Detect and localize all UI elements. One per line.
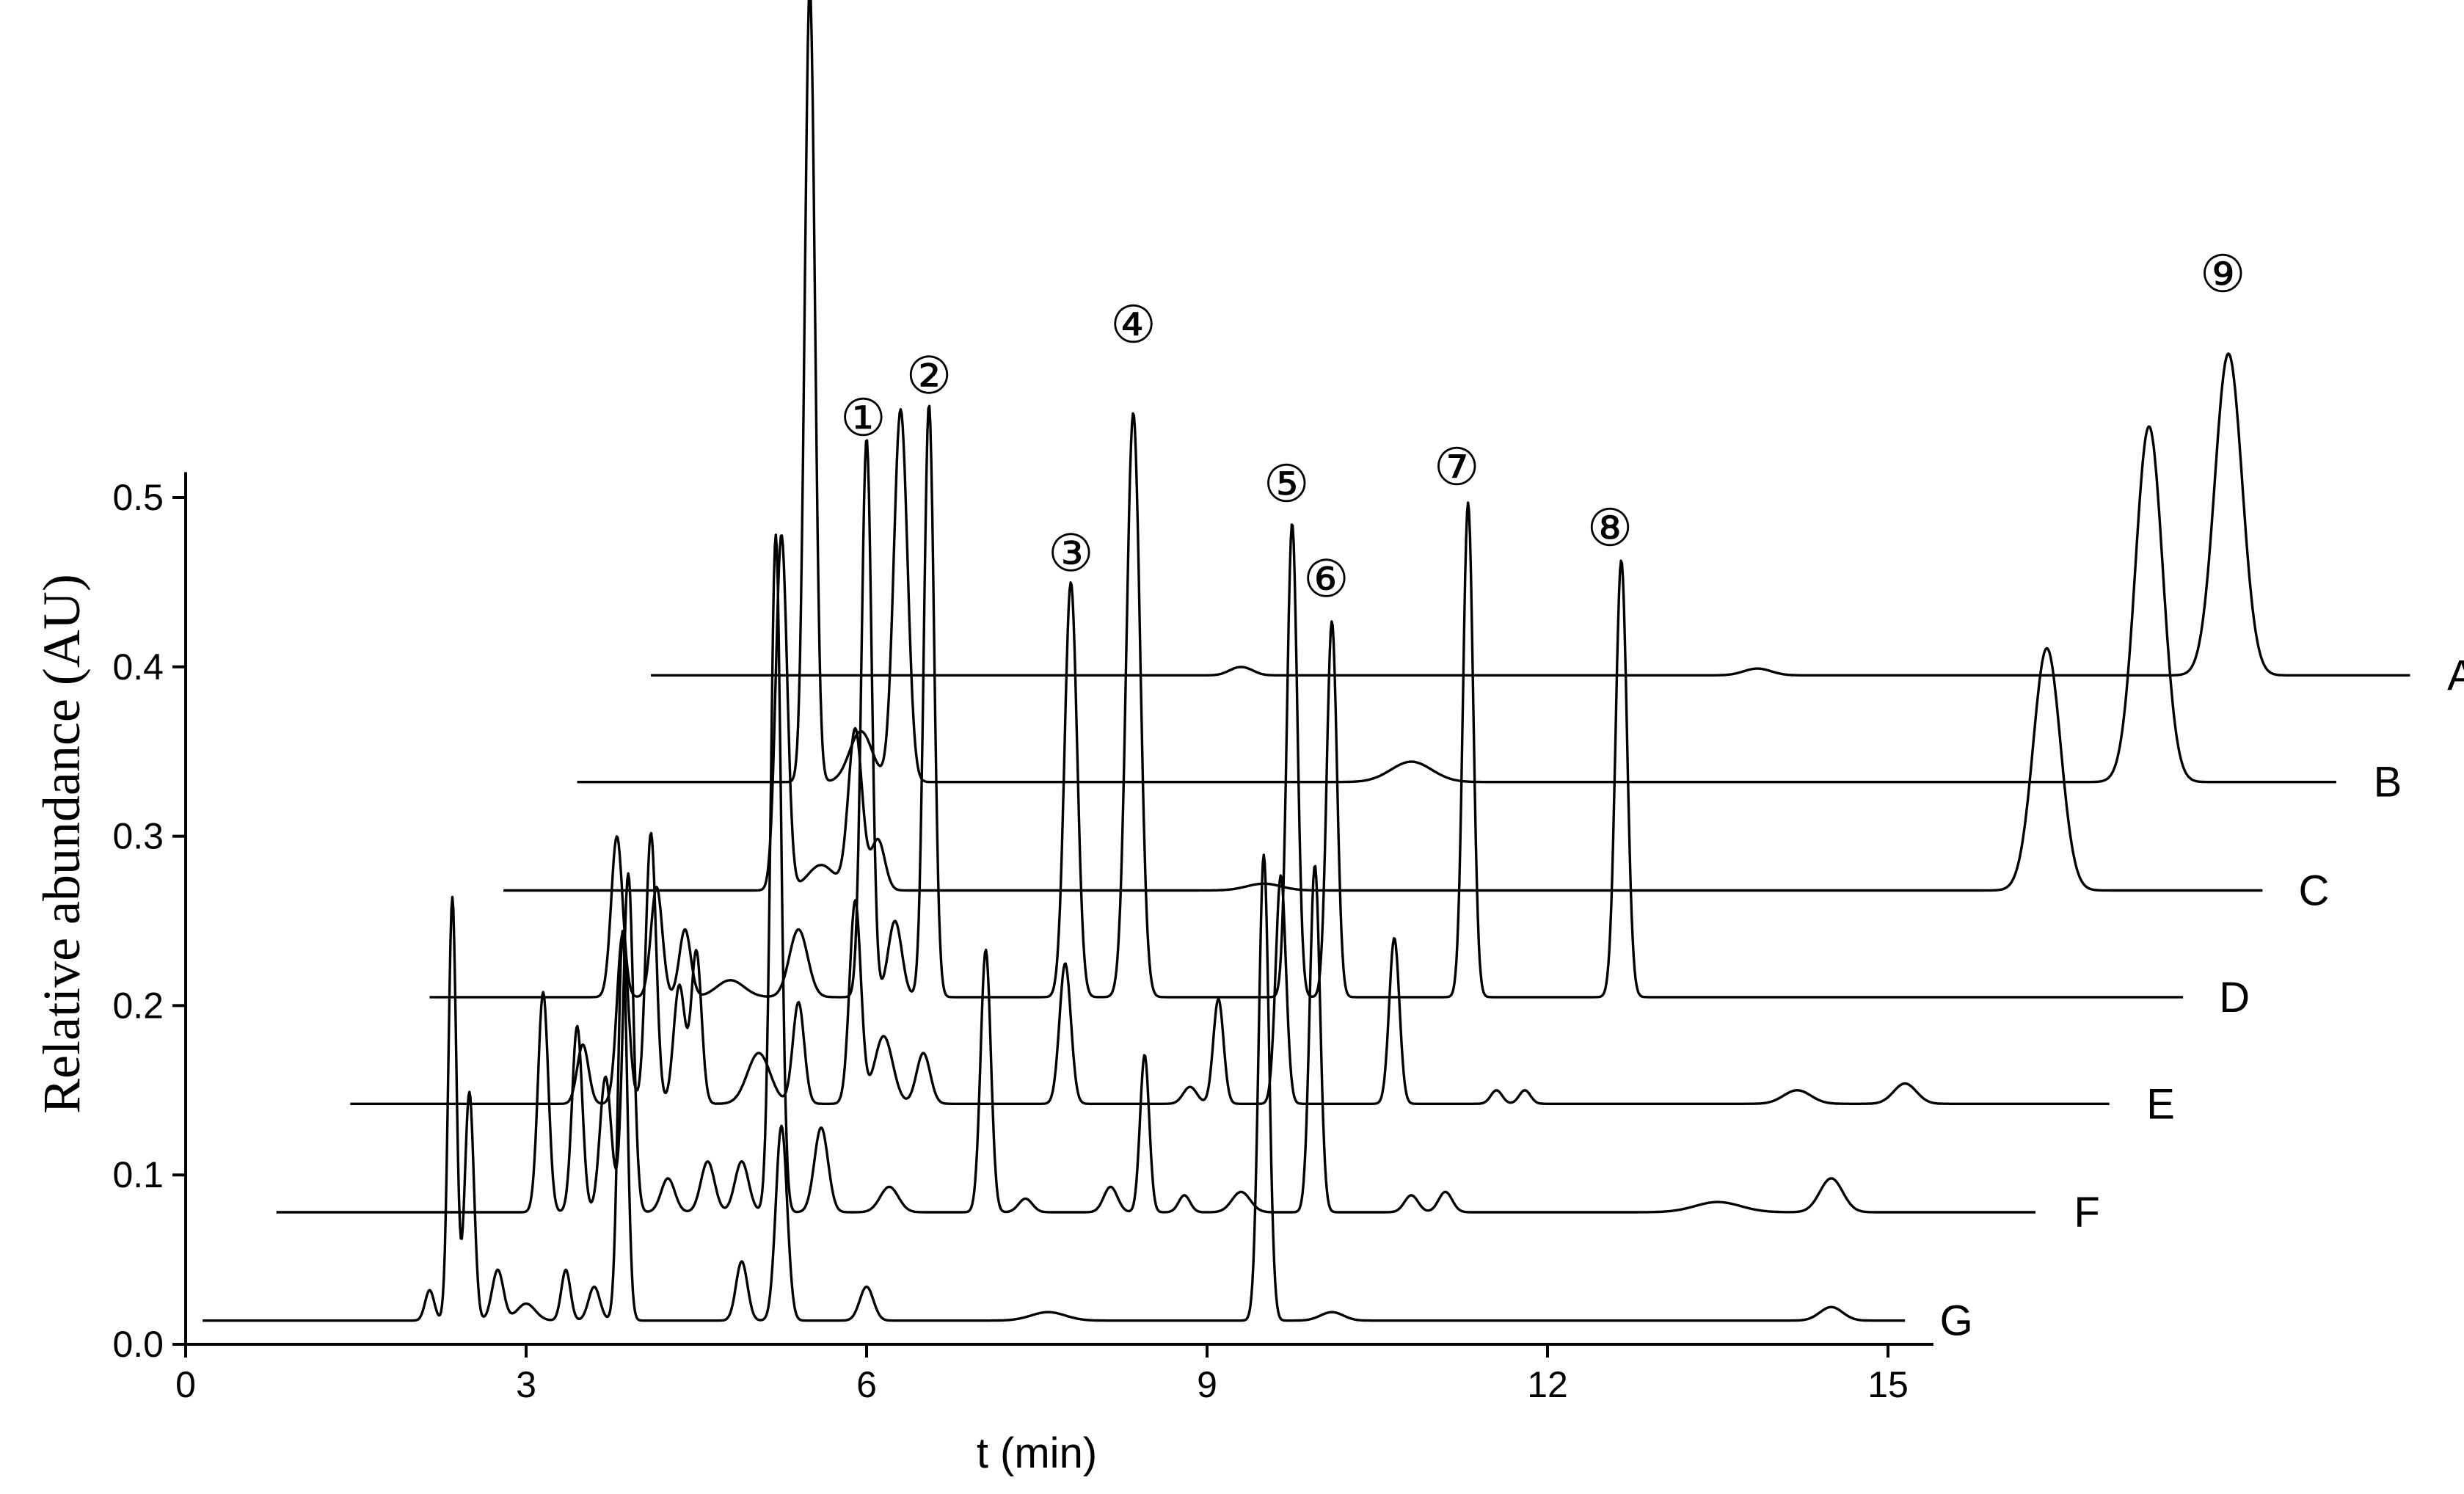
peak-label: ⑧ [1587,498,1633,558]
series-labels: A B C D E F G [1940,652,2464,1344]
y-tick-label: 0.5 [112,477,164,518]
peak-label: ③ [1048,523,1094,583]
peak-label: ⑦ [1434,437,1480,497]
series-label-A: A [2447,652,2464,699]
axes: 0 3 6 9 12 15 0.0 0.1 0.2 0.3 0.4 0.5 [112,472,1933,1405]
trace-F [276,533,2036,1214]
x-axis-ticks: 0 3 6 9 12 15 [175,1344,1909,1405]
series-label-F: F [2074,1189,2099,1236]
trace-E [349,831,2110,1105]
peak-label: ④ [1110,295,1156,355]
trace-A [650,352,2410,677]
x-axis-title: t (min) [977,1429,1097,1477]
x-tick-label: 3 [516,1364,536,1405]
trace-C [503,534,2263,892]
peak-label: ⑨ [2200,244,2246,304]
y-axis-ticks: 0.0 0.1 0.2 0.3 0.4 0.5 [112,477,186,1365]
peak-label: ② [906,346,952,406]
series-label-C: C [2298,867,2329,914]
peak-labels: ①② ③ ④ ⑤ ⑥ ⑦ ⑧ ⑨ [840,244,2246,608]
series-label-G: G [1940,1297,1973,1345]
y-axis-title: Relative abundance (AU) [32,574,91,1114]
peak-label: ⑥ [1303,549,1349,609]
peak-label: ① [840,388,886,448]
x-tick-label: 6 [856,1364,877,1405]
series-label-D: D [2219,974,2250,1021]
series-label-B: B [2374,759,2402,806]
peak-label: ⑤ [1264,454,1310,514]
x-tick-label: 12 [1527,1364,1568,1405]
y-tick-label: 0.1 [112,1154,164,1195]
x-tick-label: 15 [1867,1364,1909,1405]
series-label-E: E [2146,1080,2175,1128]
trace-D [429,404,2184,999]
chromatogram-traces [202,0,2410,1322]
trace-B [577,0,2337,784]
y-tick-label: 0.4 [112,646,164,688]
y-tick-label: 0.0 [112,1324,164,1365]
x-tick-label: 0 [175,1364,196,1405]
y-tick-label: 0.2 [112,985,164,1026]
trace-G [202,853,1906,1322]
y-tick-label: 0.3 [112,816,164,857]
x-tick-label: 9 [1197,1364,1217,1405]
